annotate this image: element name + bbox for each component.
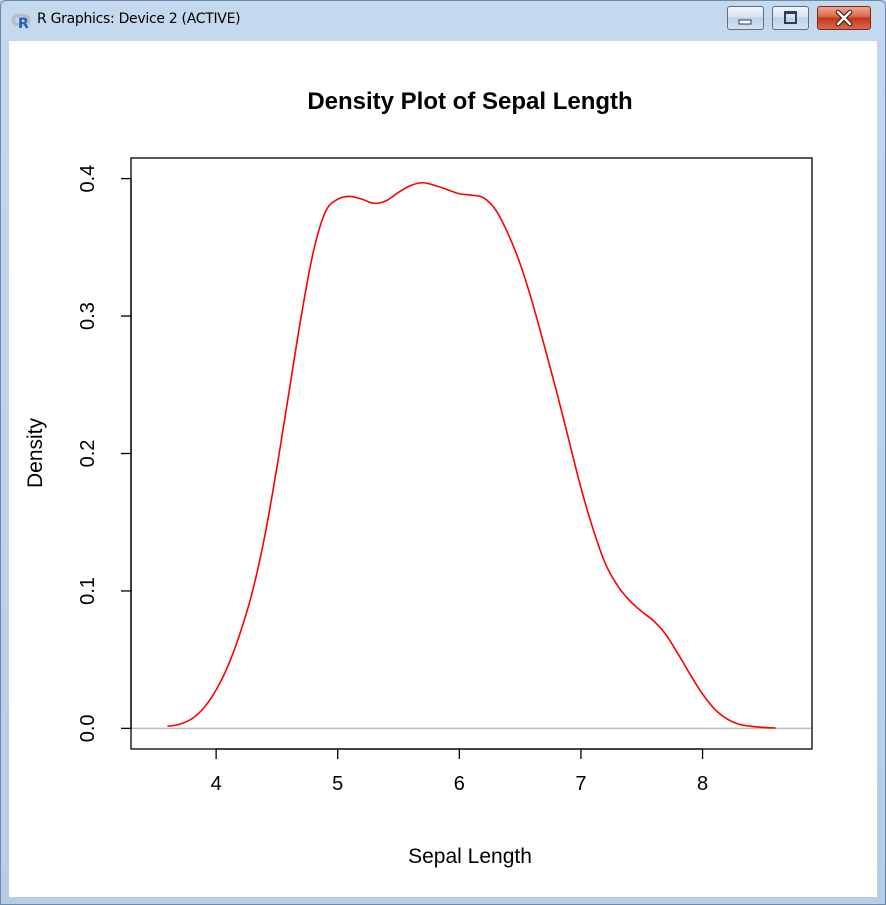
minimize-icon: [738, 19, 752, 25]
x-tick-label: 4: [211, 773, 222, 795]
y-tick-label: 0.1: [77, 577, 99, 605]
x-axis: 4 5 6 7 8: [211, 748, 708, 795]
svg-text:R: R: [18, 16, 29, 30]
x-tick-label: 5: [332, 773, 343, 795]
r-logo-icon: R: [11, 13, 31, 30]
x-axis-label: Sepal Length: [408, 845, 532, 868]
close-button[interactable]: [817, 6, 871, 30]
density-curve: [167, 181, 776, 729]
x-tick-label: 8: [697, 773, 708, 795]
x-tick-label: 7: [575, 773, 586, 795]
y-axis: 0.0 0.1 0.2 0.3 0.4: [77, 165, 132, 742]
maximize-button[interactable]: [772, 6, 809, 30]
y-tick-label: 0.2: [77, 440, 99, 468]
y-tick-label: 0.3: [77, 302, 99, 330]
x-tick-label: 6: [454, 773, 465, 795]
title-bar[interactable]: R R Graphics: Device 2 (ACTIVE): [1, 1, 885, 41]
y-axis-label: Density: [24, 417, 47, 488]
window-title: R Graphics: Device 2 (ACTIVE): [37, 11, 241, 27]
y-tick-label: 0.4: [77, 165, 99, 193]
minimize-button[interactable]: [727, 6, 764, 30]
close-icon: [835, 9, 853, 27]
plot-box: [130, 157, 813, 750]
maximize-icon: [784, 11, 797, 24]
y-tick-label: 0.0: [77, 714, 99, 742]
chart-title: Density Plot of Sepal Length: [307, 88, 632, 115]
